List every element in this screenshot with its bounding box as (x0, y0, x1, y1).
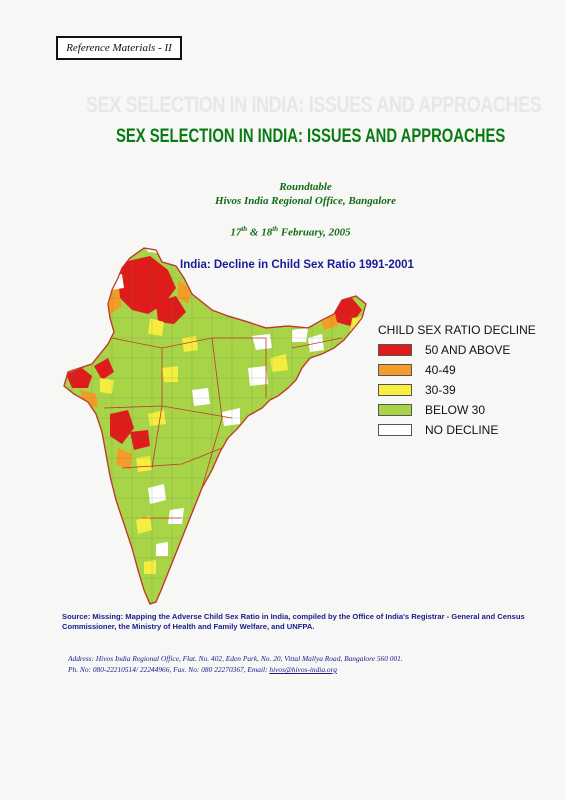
reference-label: Reference Materials - II (56, 36, 182, 60)
region-low-east (270, 354, 288, 372)
region-none-central-2 (222, 408, 240, 426)
legend-title: CHILD SEX RATIO DECLINE (378, 323, 536, 337)
region-none-south-3 (156, 542, 168, 556)
region-high-north (118, 256, 176, 314)
legend-swatch-below (378, 404, 412, 416)
region-low-gujarat (100, 378, 114, 394)
legend-swatch-high (378, 344, 412, 356)
legend-swatch-low (378, 384, 412, 396)
region-high-maharashtra (110, 410, 134, 444)
region-none-south-2 (168, 508, 184, 524)
page-title: SEX SELECTION IN INDIA: ISSUES AND APPRO… (116, 126, 506, 147)
legend-label-below: BELOW 30 (425, 403, 486, 417)
email-link[interactable]: hivos@hivos-india.org (269, 665, 337, 674)
legend-swatch-mid (378, 364, 412, 376)
legend-item-high: 50 AND ABOVE (378, 343, 548, 361)
region-none-ne-2 (292, 328, 308, 342)
address-phone-fax: Ph. No: 080-22210514/ 22244966, Fax. No:… (68, 665, 270, 674)
address-line-2: Ph. No: 080-22210514/ 22244966, Fax. No:… (68, 664, 538, 675)
legend-label-mid: 40-49 (425, 363, 456, 377)
india-map-svg (63, 247, 367, 605)
legend-item-mid: 40-49 (378, 363, 548, 381)
map-legend: CHILD SEX RATIO DECLINE 50 AND ABOVE 40-… (378, 323, 548, 443)
event-date: 17th & 18th February, 2005 (230, 225, 351, 239)
address-block: Address: Hivos India Regional Office, Fl… (68, 653, 538, 675)
legend-item-none: NO DECLINE (378, 423, 548, 441)
region-high-maharashtra-2 (130, 430, 150, 450)
region-none-central (192, 388, 210, 406)
event-name: Roundtable (279, 181, 332, 193)
legend-label-none: NO DECLINE (425, 423, 499, 437)
legend-item-below: BELOW 30 (378, 403, 548, 421)
source-note: Source: Missing: Mapping the Adverse Chi… (62, 612, 525, 631)
legend-swatch-none (378, 424, 412, 436)
region-mid-maharashtra (116, 448, 132, 470)
address-line-1: Address: Hivos India Regional Office, Fl… (68, 654, 403, 663)
map-title: India: Decline in Child Sex Ratio 1991-2… (180, 259, 414, 271)
event-venue: Hivos India Regional Office, Bangalore (215, 195, 396, 207)
legend-label-high: 50 AND ABOVE (425, 343, 511, 357)
region-high-north-2 (156, 296, 186, 324)
legend-item-low: 30-39 (378, 383, 548, 401)
region-none-south (148, 484, 166, 504)
region-low-central-2 (182, 336, 198, 352)
region-none-north (106, 274, 124, 290)
legend-label-low: 30-39 (425, 383, 456, 397)
region-low-maharashtra-2 (136, 456, 152, 472)
region-low-south (136, 516, 152, 534)
region-none-east-2 (248, 366, 268, 386)
ghost-title: SEX SELECTION IN INDIA: ISSUES AND APPRO… (86, 92, 542, 117)
region-low-south-2 (144, 560, 156, 574)
region-low-central (162, 366, 178, 382)
india-map (52, 218, 407, 613)
region-high-gujarat-2 (94, 358, 114, 380)
